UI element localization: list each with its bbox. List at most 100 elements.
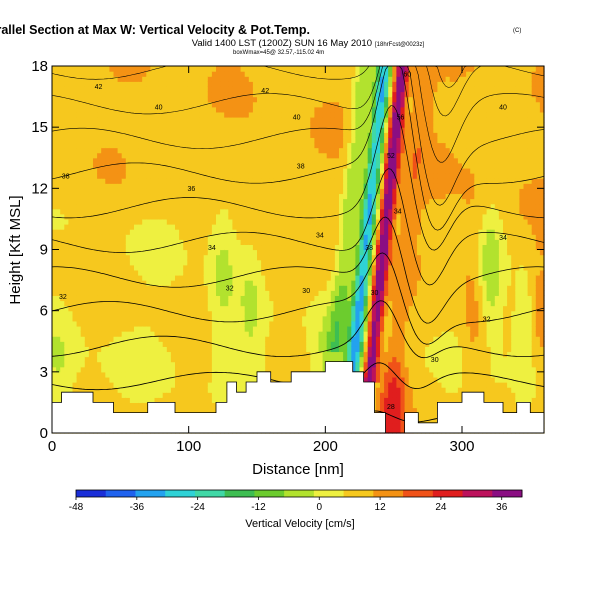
velocity-cell — [322, 234, 328, 240]
velocity-cell — [265, 295, 270, 302]
velocity-cell — [154, 203, 160, 210]
velocity-cell — [125, 167, 131, 174]
velocity-cell — [273, 86, 279, 93]
velocity-cell — [121, 366, 127, 373]
velocity-cell — [129, 285, 135, 291]
velocity-cell — [314, 198, 320, 205]
velocity-cell — [269, 218, 274, 225]
velocity-cell — [142, 310, 147, 317]
velocity-cell — [289, 157, 295, 164]
velocity-cell — [162, 371, 168, 378]
velocity-cell — [203, 127, 209, 133]
velocity-cell — [146, 71, 151, 77]
velocity-cell — [240, 244, 246, 251]
velocity-cell — [326, 81, 332, 87]
velocity-cell — [134, 392, 139, 398]
velocity-cell — [191, 167, 197, 174]
velocity-cell — [224, 331, 229, 337]
velocity-cell — [224, 325, 229, 332]
velocity-cell — [252, 356, 258, 363]
velocity-cell — [261, 142, 266, 149]
velocity-cell — [76, 244, 82, 251]
velocity-cell — [72, 193, 78, 200]
velocity-cell — [318, 254, 324, 261]
velocity-cell — [121, 157, 127, 164]
velocity-cell — [187, 356, 192, 363]
velocity-cell — [138, 173, 143, 179]
velocity-cell — [125, 254, 131, 261]
velocity-cell — [236, 142, 242, 149]
velocity-cell — [84, 71, 90, 77]
velocity-cell — [113, 382, 119, 388]
velocity-cell — [129, 397, 135, 404]
velocity-cell — [257, 331, 262, 337]
velocity-cell — [322, 290, 328, 296]
velocity-cell — [265, 101, 270, 108]
velocity-cell — [302, 269, 307, 276]
velocity-cell — [101, 71, 106, 77]
velocity-cell — [183, 249, 188, 256]
velocity-cell — [56, 295, 61, 302]
velocity-cell — [195, 239, 201, 246]
velocity-cell — [318, 76, 324, 82]
velocity-cell — [142, 346, 147, 353]
velocity-cell — [158, 325, 164, 332]
velocity-cell — [80, 320, 86, 327]
velocity-cell — [105, 198, 110, 205]
velocity-cell — [72, 300, 78, 307]
velocity-cell — [72, 305, 78, 312]
velocity-cell — [293, 259, 299, 266]
velocity-cell — [306, 290, 311, 296]
velocity-cell — [134, 371, 139, 378]
velocity-cell — [285, 371, 291, 378]
velocity-cell — [199, 101, 205, 108]
velocity-cell — [298, 142, 303, 149]
velocity-cell — [117, 341, 123, 347]
velocity-cell — [170, 285, 176, 291]
velocity-cell — [179, 402, 184, 409]
velocity-cell — [121, 76, 127, 82]
velocity-cell — [138, 387, 143, 393]
velocity-cell — [166, 203, 172, 210]
velocity-cell — [228, 376, 233, 383]
velocity-cell — [277, 137, 283, 144]
velocity-cell — [125, 295, 131, 302]
velocity-cell — [158, 147, 164, 154]
velocity-cell — [244, 183, 250, 189]
velocity-cell — [228, 132, 233, 138]
velocity-cell — [146, 387, 151, 393]
velocity-cell — [183, 295, 188, 302]
velocity-cell — [240, 320, 246, 327]
velocity-cell — [125, 285, 131, 291]
velocity-cell — [175, 213, 180, 220]
velocity-cell — [68, 361, 74, 368]
velocity-cell — [138, 295, 143, 302]
velocity-cell — [252, 203, 258, 210]
velocity-cell — [289, 106, 295, 113]
velocity-cell — [105, 71, 110, 77]
velocity-cell — [179, 290, 184, 296]
velocity-cell — [261, 305, 266, 312]
velocity-cell — [113, 407, 119, 414]
velocity-cell — [244, 127, 250, 133]
velocity-cell — [211, 315, 217, 322]
velocity-cell — [298, 341, 303, 347]
velocity-cell — [52, 101, 57, 108]
velocity-cell — [138, 162, 143, 169]
velocity-cell — [134, 188, 139, 195]
velocity-cell — [318, 346, 324, 353]
velocity-cell — [187, 331, 192, 337]
velocity-cell — [72, 188, 78, 195]
velocity-cell — [170, 239, 176, 246]
velocity-cell — [302, 244, 307, 251]
velocity-cell — [76, 336, 82, 342]
velocity-cell — [166, 229, 172, 235]
velocity-cell — [170, 351, 176, 358]
velocity-cell — [236, 361, 242, 368]
velocity-cell — [113, 122, 119, 128]
velocity-cell — [318, 127, 324, 133]
velocity-cell — [265, 269, 270, 276]
velocity-cell — [80, 157, 86, 164]
velocity-cell — [105, 137, 110, 144]
velocity-cell — [179, 86, 184, 93]
